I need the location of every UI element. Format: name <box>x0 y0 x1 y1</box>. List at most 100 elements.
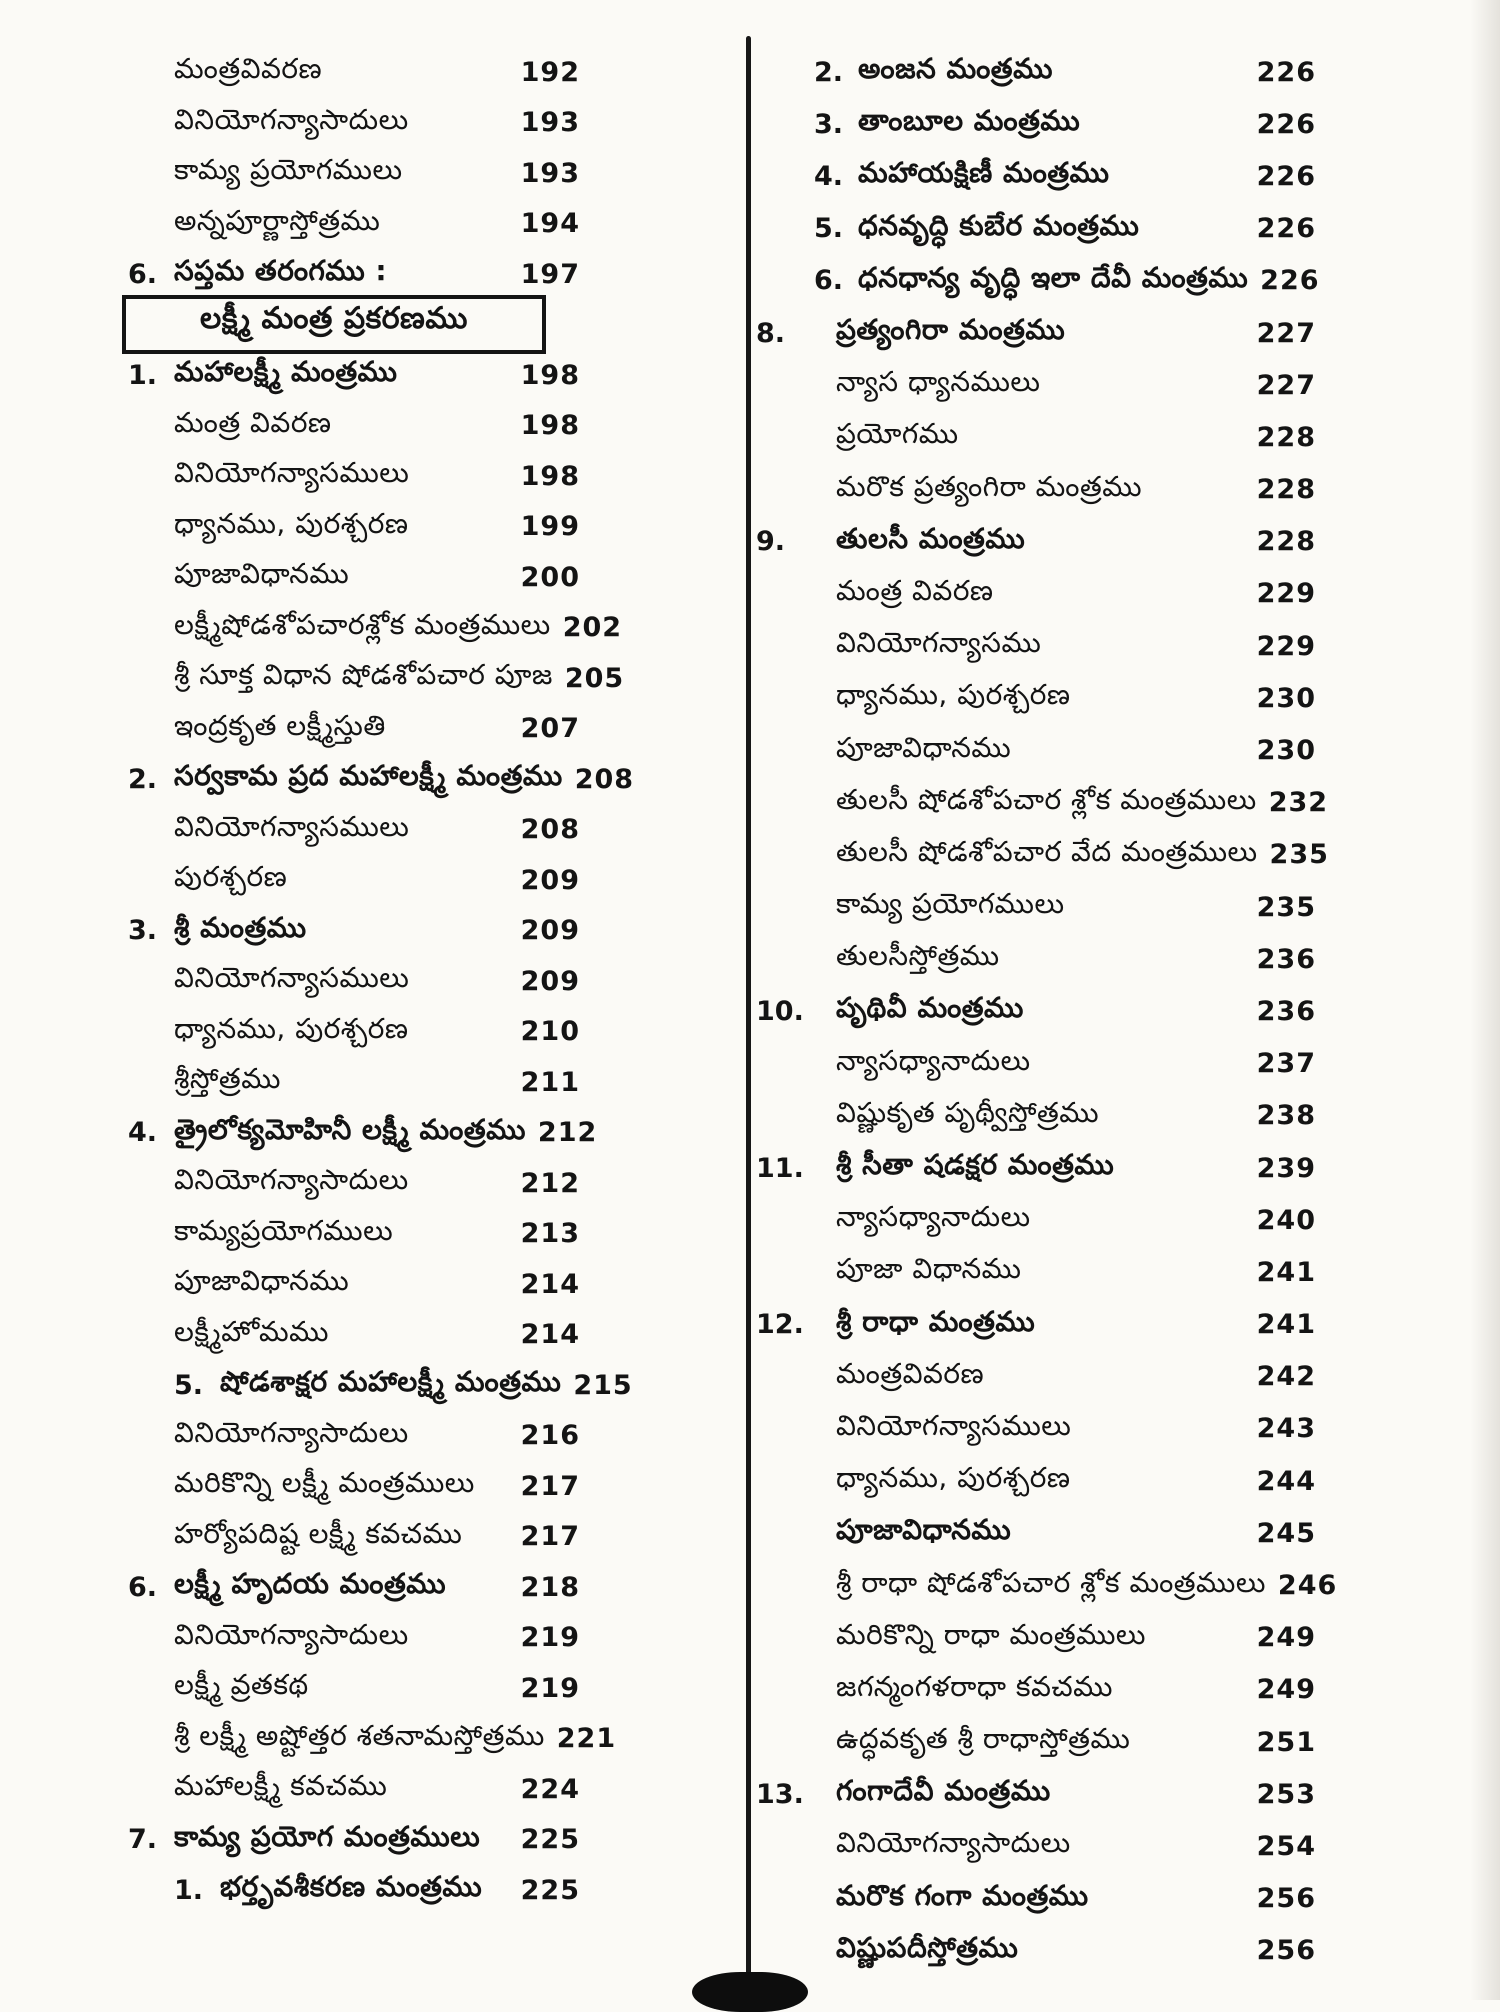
entry-page: 237 <box>1256 1048 1316 1080</box>
entry-page: 198 <box>520 359 580 391</box>
entry-label: త్రైలోక్యమోహినీ లక్ష్మీ మంత్రము <box>174 1112 526 1146</box>
toc-entry: 3. తాంబూల మంత్రము 226 <box>756 98 1316 150</box>
entry-page: 228 <box>1256 474 1316 506</box>
entry-page: 236 <box>1256 995 1316 1027</box>
entry-label: ధ్యానము, పురశ్చరణ <box>174 1011 409 1045</box>
entry-number: 1. <box>174 1874 204 1906</box>
entry-number: 5. <box>814 213 844 245</box>
entry-label: వినియోగన్యాసాదులు <box>174 1163 409 1197</box>
toc-entry: 8. ప్రత్యంగిరా మంత్రము 227 <box>756 307 1316 359</box>
entry-label: షోడశాక్షర మహాలక్ష్మీ మంత్రము <box>220 1365 562 1399</box>
entry-label: తాంబూల మంత్రము <box>858 104 1081 138</box>
toc-entry: తులసీ షోడశోపచార శ్లోక మంత్రములు 232 <box>756 777 1327 829</box>
entry-page: 228 <box>1256 421 1316 453</box>
toc-entry: 13. గంగాదేవీ మంత్రము 253 <box>756 1768 1316 1820</box>
entry-label: లక్ష్మీ హృదయ మంత్రము <box>174 1567 447 1601</box>
toc-entry: 9. తులసీ మంత్రము 228 <box>756 516 1316 568</box>
toc-entry: 4. త్రైలోక్యమోహినీ లక్ష్మీ మంత్రము 212 <box>128 1108 596 1159</box>
toc-entry: న్యాసధ్యానాదులు 240 <box>756 1194 1316 1246</box>
toc-entry: శ్రీ లక్ష్మీ అష్టోత్తర శతనామస్తోత్రము 22… <box>128 1714 615 1765</box>
entry-page: 214 <box>520 1319 580 1351</box>
entry-label: ఉద్ధవకృత శ్రీ రాధాస్తోత్రము <box>836 1722 1131 1756</box>
toc-entry: 4. మహాయక్షిణీ మంత్రము 226 <box>756 150 1316 202</box>
toc-entry: మరికొన్ని లక్ష్మీ మంత్రములు 217 <box>128 1461 580 1512</box>
toc-entry: హర్యోపదిష్ట లక్ష్మీ కవచము 217 <box>128 1512 580 1563</box>
entry-number: 13. <box>756 1778 804 1810</box>
toc-entry: మహాలక్ష్మీ కవచము 224 <box>128 1764 580 1815</box>
entry-page: 230 <box>1256 735 1316 767</box>
entry-label: న్యాసధ్యానాదులు <box>836 1200 1031 1234</box>
toc-entry: పూజావిధానము 230 <box>756 724 1316 776</box>
toc-entry: 6. ధనధాన్య వృద్ధి ఇలా దేవీ మంత్రము 226 <box>756 255 1320 307</box>
entry-label: జగన్మంగళరాధా కవచము <box>836 1669 1113 1703</box>
entry-page: 253 <box>1256 1778 1316 1810</box>
entry-number: 7. <box>128 1824 158 1856</box>
entry-label: సప్తమ తరంగము : <box>174 254 388 288</box>
toc-entry: జగన్మంగళరాధా కవచము 249 <box>756 1664 1316 1716</box>
toc-entry: లక్ష్మీషోడశోపచారశ్లోక మంత్రములు 202 <box>128 603 621 654</box>
entry-label: ధనధాన్య వృద్ధి ఇలా దేవీ మంత్రము <box>858 260 1249 294</box>
entry-page: 228 <box>1256 526 1316 558</box>
entry-label: పూజా విధానము <box>836 1252 1022 1286</box>
toc-entry: వినియోగన్యాసములు 198 <box>128 451 580 502</box>
toc-entry: శ్రీస్తోత్రము 211 <box>128 1057 580 1108</box>
entry-label: న్యాస ధ్యానములు <box>836 365 1041 399</box>
toc-entry: 1. భర్తృవశీకరణ మంత్రము 225 <box>128 1865 580 1916</box>
entry-page: 200 <box>520 561 580 593</box>
toc-entry: వినియోగన్యాసాదులు 216 <box>128 1411 580 1462</box>
toc-entry: విష్ణుపదీస్తోత్రము 256 <box>756 1925 1316 1977</box>
entry-label: తులసీ షోడశోపచార శ్లోక మంత్రములు <box>836 782 1257 816</box>
entry-page: 208 <box>520 814 580 846</box>
entry-label: పూజావిధానము <box>836 730 1012 764</box>
toc-entry: మరొక గంగా మంత్రము 256 <box>756 1873 1316 1925</box>
toc-entry: పూజావిధానము 200 <box>128 552 580 603</box>
entry-label: వినియోగన్యాసములు <box>174 961 410 995</box>
toc-entry: పూజావిధానము 214 <box>128 1259 580 1310</box>
entry-label: వినియోగన్యాసాదులు <box>174 1617 409 1651</box>
toc-entry: 2. సర్వకామ ప్రద మహాలక్ష్మీ మంత్రము 208 <box>128 754 633 805</box>
entry-number: 1. <box>128 359 158 391</box>
entry-page: 226 <box>1260 265 1320 297</box>
entry-label: కామ్య ప్రయోగ మంత్రములు <box>174 1819 481 1853</box>
entry-label: ధ్యానము, పురశ్చరణ <box>836 678 1071 712</box>
entry-label: భర్తృవశీకరణ మంత్రము <box>220 1870 483 1904</box>
entry-page: 236 <box>1256 943 1316 975</box>
entry-page: 211 <box>520 1066 580 1098</box>
entry-label: పృథివీ మంత్రము <box>836 991 1024 1025</box>
toc-entry: వినియోగన్యాసాదులు 193 <box>128 98 580 149</box>
entry-label: మరికొన్ని లక్ష్మీ మంత్రములు <box>174 1466 475 1500</box>
entry-label: తులసీ మంత్రము <box>836 521 1026 555</box>
toc-entry: కామ్య ప్రయోగములు 235 <box>756 881 1316 933</box>
entry-label: శ్రీ మంత్రము <box>174 910 307 944</box>
entry-page: 235 <box>1269 839 1329 871</box>
toc-entry: వినియోగన్యాసములు 208 <box>128 805 580 856</box>
toc-entry: 1. మహాలక్ష్మీ మంత్రము 198 <box>128 350 580 401</box>
entry-label: తులసీ షోడశోపచార వేద మంత్రములు <box>836 834 1258 868</box>
toc-entry: లక్ష్మీ మంత్ర ప్రకరణము <box>122 295 580 355</box>
entry-label: మహాయక్షిణీ మంత్రము <box>858 156 1110 190</box>
entry-label: మహాలక్ష్మీ మంత్రము <box>174 355 398 389</box>
entry-page: 193 <box>520 157 580 189</box>
entry-label: శ్రీ సూక్త విధాన షోడశోపచార పూజ <box>174 658 553 692</box>
entry-label: శ్రీ సీతా షడక్షర మంత్రము <box>836 1148 1115 1182</box>
entry-label: ధ్యానము, పురశ్చరణ <box>836 1461 1071 1495</box>
entry-page: 212 <box>537 1117 598 1149</box>
toc-left-column: మంత్రవివరణ 192 వినియోగన్యాసాదులు 193 కామ… <box>122 47 633 1916</box>
entry-label: శ్రీస్తోత్రము <box>174 1062 282 1096</box>
entry-page: 239 <box>1256 1152 1316 1184</box>
entry-page: 208 <box>574 763 635 795</box>
entry-page: 212 <box>520 1167 580 1199</box>
entry-page: 238 <box>1256 1100 1316 1132</box>
entry-page: 209 <box>520 864 580 896</box>
toc-entry: పురశ్చరణ 209 <box>128 855 580 906</box>
entry-page: 226 <box>1256 108 1316 140</box>
entry-number: 8. <box>756 317 786 349</box>
entry-label: ధనవృద్ధి కుబేర మంత్రము <box>858 208 1140 242</box>
entry-label: మరొక గంగా మంత్రము <box>836 1878 1089 1912</box>
entry-label: గంగాదేవీ మంత్రము <box>836 1774 1051 1808</box>
entry-label: విష్ణుకృత పృథ్వీస్తోత్రము <box>836 1095 1100 1129</box>
entry-number: 9. <box>756 526 786 558</box>
toc-entry: మరికొన్ని రాధా మంత్రములు 249 <box>756 1612 1316 1664</box>
entry-page: 241 <box>1256 1256 1316 1288</box>
toc-entry: 3. శ్రీ మంత్రము 209 <box>128 906 580 957</box>
